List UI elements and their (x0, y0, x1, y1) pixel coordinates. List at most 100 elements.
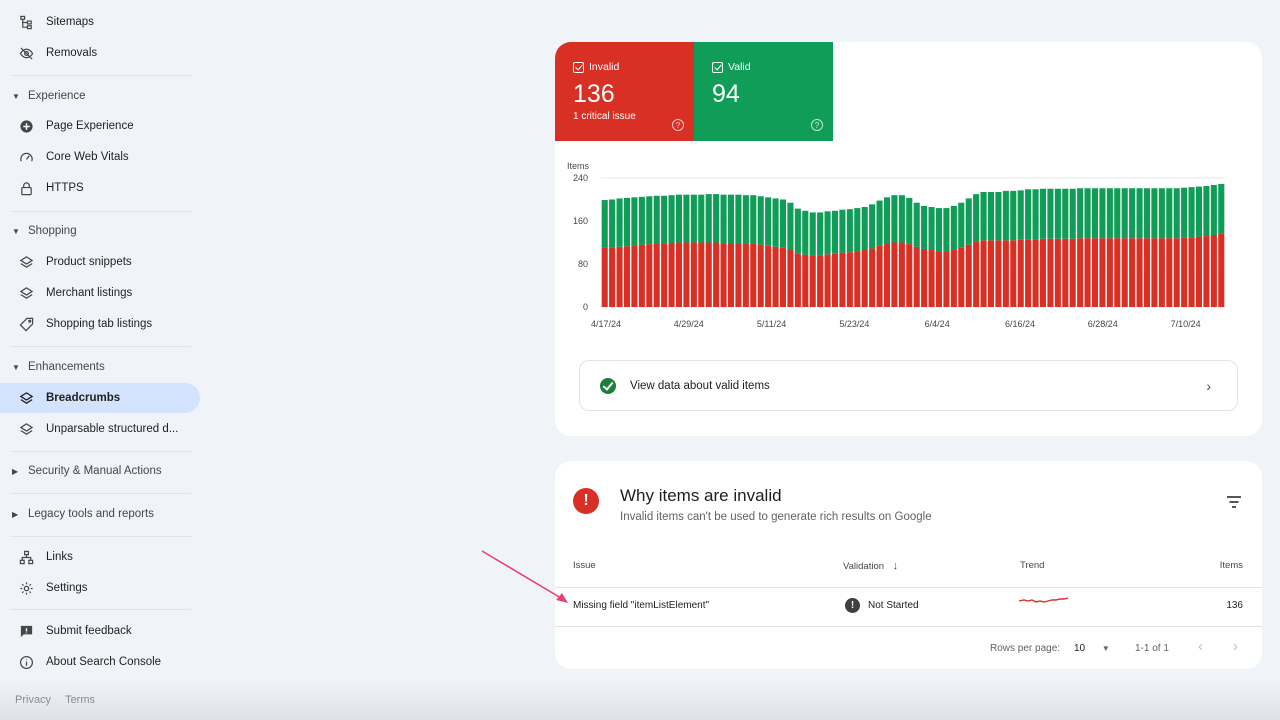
bar-valid (854, 208, 861, 252)
bar-valid (668, 195, 675, 244)
column-header-trend: Trend (1020, 560, 1045, 571)
feedback-icon (18, 623, 34, 639)
bar-valid (913, 202, 920, 247)
sidebar-item-breadcrumbs[interactable]: Breadcrumbs (0, 383, 200, 413)
section-security-manual-actions[interactable]: ▶ Security & Manual Actions (0, 459, 200, 483)
bar-valid (787, 202, 794, 251)
bar-valid (690, 194, 697, 243)
section-label: Security & Manual Actions (28, 465, 162, 477)
sidebar-item-label: Merchant listings (46, 287, 133, 299)
bar-valid (772, 198, 779, 247)
sidebar-item-shopping-tab-listings[interactable]: Shopping tab listings (0, 309, 200, 339)
column-header-issue[interactable]: Issue (573, 560, 596, 571)
section-experience[interactable]: ▼ Experience (0, 84, 200, 108)
sidebar-item-links[interactable]: Links (0, 542, 200, 572)
terms-link[interactable]: Terms (65, 694, 96, 706)
bar-valid (1166, 188, 1173, 239)
column-header-validation[interactable]: Validation ↓ (843, 560, 898, 572)
bar-valid (1032, 189, 1039, 240)
bar-invalid (631, 245, 638, 307)
prev-page-icon[interactable]: ‹ (1198, 638, 1203, 655)
section-enhancements[interactable]: ▼ Enhancements (0, 355, 200, 379)
bar-invalid (824, 254, 831, 307)
bar-valid (1077, 188, 1084, 239)
bar-valid (1010, 190, 1017, 241)
bar-invalid (794, 253, 801, 307)
sidebar-item-product-snippets[interactable]: Product snippets (0, 247, 200, 277)
sidebar-item-submit-feedback[interactable]: Submit feedback (0, 616, 200, 646)
sidebar-divider (10, 536, 191, 537)
bar-invalid (995, 240, 1002, 307)
bar-invalid (683, 242, 690, 307)
sidebar-item-page-experience[interactable]: Page Experience (0, 111, 200, 141)
chevron-down-icon: ▼ (12, 226, 20, 236)
bar-invalid (950, 250, 957, 307)
bar-invalid (1121, 238, 1128, 307)
invalid-label: Invalid (589, 61, 620, 73)
section-shopping[interactable]: ▼ Shopping (0, 219, 200, 243)
sidebar-item-https[interactable]: HTTPS (0, 173, 200, 203)
bar-valid (883, 197, 891, 244)
bar-invalid (921, 248, 928, 307)
column-header-items[interactable]: Items (1219, 560, 1243, 571)
bar-valid (831, 210, 839, 254)
filter-icon[interactable] (1226, 495, 1242, 509)
x-tick-label: 4/29/24 (674, 319, 704, 329)
help-icon[interactable]: ? (811, 119, 823, 131)
trend-sparkline (1018, 597, 1069, 603)
eye-off-icon (18, 45, 34, 61)
bar-invalid (661, 243, 668, 307)
bar-valid (950, 205, 957, 251)
bar-invalid (906, 244, 913, 307)
bar-invalid (720, 243, 727, 307)
sidebar-item-sitemaps[interactable]: Sitemaps (0, 7, 200, 37)
checkbox-icon[interactable] (573, 61, 584, 73)
bar-valid (683, 194, 690, 243)
rows-per-page-select[interactable]: 10 ▼ (1074, 643, 1110, 654)
table-divider (555, 587, 1262, 588)
sidebar-item-settings[interactable]: Settings (0, 573, 200, 603)
privacy-link[interactable]: Privacy (15, 694, 52, 706)
sidebar-item-removals[interactable]: Removals (0, 38, 200, 68)
issue-cell[interactable]: Missing field "itemListElement" (573, 600, 710, 611)
valid-tab[interactable]: Valid 94 ? (694, 42, 833, 141)
chevron-down-icon: ▼ (12, 91, 20, 101)
sidebar-item-label: Settings (46, 582, 88, 594)
checkbox-icon[interactable] (712, 61, 723, 73)
issues-card: ! Why items are invalid Invalid items ca… (555, 461, 1262, 669)
sidebar-divider (10, 211, 191, 212)
bar-valid (1091, 188, 1099, 239)
sidebar-item-merchant-listings[interactable]: Merchant listings (0, 278, 200, 308)
bar-valid (928, 207, 935, 251)
view-valid-items-link[interactable]: View data about valid items › (579, 360, 1238, 411)
section-legacy-tools[interactable]: ▶ Legacy tools and reports (0, 502, 200, 526)
sidebar-item-unparsable-structured-data[interactable]: Unparsable structured d... (0, 414, 200, 444)
y-tick-label: 160 (573, 216, 588, 226)
bar-invalid (1017, 239, 1024, 307)
next-page-icon[interactable]: › (1233, 638, 1238, 655)
bar-valid (943, 208, 950, 252)
y-tick-label: 80 (578, 259, 588, 269)
bar-valid (742, 195, 749, 244)
sidebar-item-about[interactable]: About Search Console (0, 647, 200, 677)
x-tick-label: 6/28/24 (1088, 319, 1118, 329)
bar-invalid (638, 244, 645, 307)
section-label: Legacy tools and reports (28, 508, 154, 520)
tag-icon (18, 316, 34, 332)
bar-invalid (1025, 239, 1032, 307)
valid-label-row: Valid (712, 61, 751, 73)
bar-valid (1069, 188, 1076, 239)
issues-title: Why items are invalid (620, 486, 782, 505)
help-icon[interactable]: ? (672, 119, 684, 131)
invalid-tab[interactable]: Invalid 136 1 critical issue ? (555, 42, 694, 141)
bar-invalid (1084, 238, 1091, 307)
x-tick-label: 4/17/24 (591, 319, 621, 329)
sort-arrow-icon: ↓ (892, 560, 899, 572)
bar-valid (735, 194, 742, 244)
bar-invalid (861, 250, 868, 307)
sidebar-item-core-web-vitals[interactable]: Core Web Vitals (0, 142, 200, 172)
bar-valid (601, 200, 608, 248)
bar-invalid (1106, 238, 1113, 307)
bar-invalid (1181, 237, 1188, 307)
view-valid-items-label: View data about valid items (630, 379, 770, 392)
